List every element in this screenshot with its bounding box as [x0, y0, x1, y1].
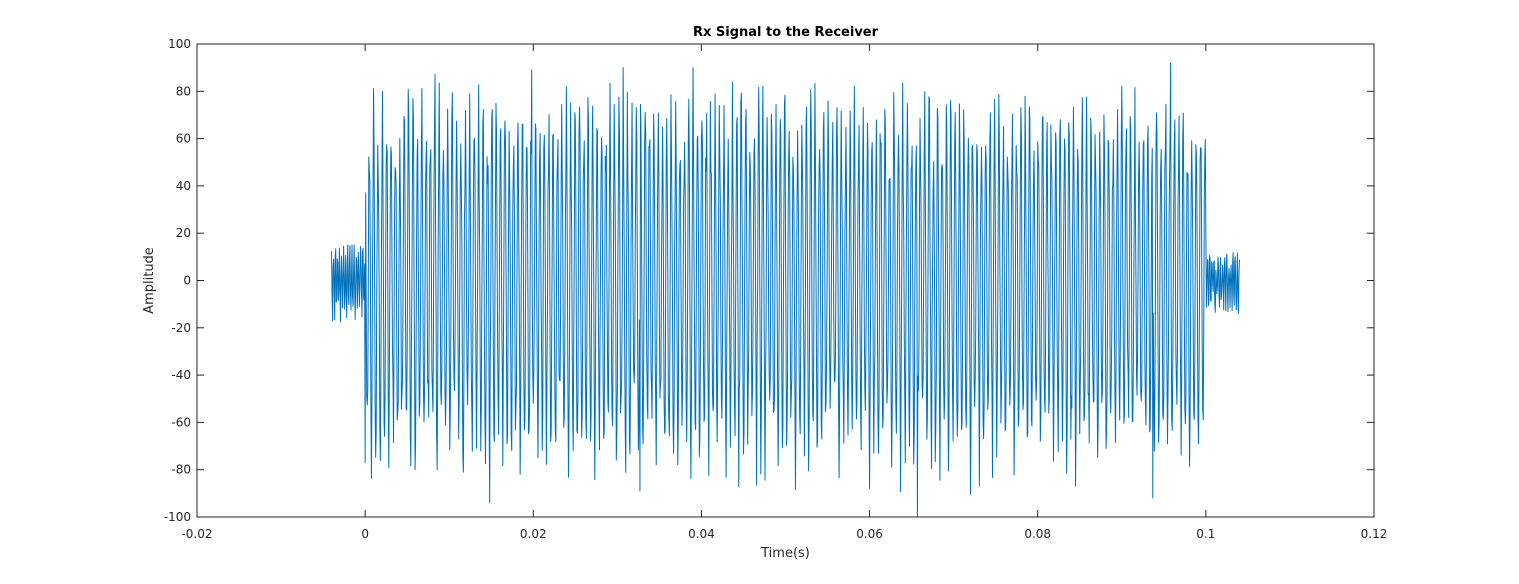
y-tick-label: -20: [171, 321, 191, 335]
y-tick-label: 40: [176, 179, 191, 193]
signal-layer: [331, 62, 1240, 518]
y-tick-label: -100: [164, 510, 191, 524]
x-axis-label: Time(s): [760, 546, 810, 561]
y-tick-label: 0: [183, 274, 191, 288]
x-tick-label: 0.06: [856, 527, 883, 541]
x-tick-label: 0.08: [1024, 527, 1051, 541]
x-tick-label: 0: [361, 527, 369, 541]
y-tick-label: -80: [171, 463, 191, 477]
y-tick-label: -60: [171, 415, 191, 429]
y-tick-label: 80: [176, 84, 191, 98]
y-tick-label: 60: [176, 132, 191, 146]
y-tick-label: 100: [168, 37, 191, 51]
chart-title: Rx Signal to the Receiver: [693, 25, 879, 40]
x-tick-label: 0.04: [688, 527, 715, 541]
y-tick-label: -40: [171, 368, 191, 382]
x-tick-label: -0.02: [181, 527, 212, 541]
x-tick-label: 0.02: [520, 527, 547, 541]
x-tick-label: 0.1: [1196, 527, 1215, 541]
axes-layer: -0.02 0 0.02 0.04 0.06 0.08 0.1 0.12 100 80 60 40 20…: [164, 37, 1388, 541]
y-axis-label: Amplitude: [142, 247, 157, 314]
x-tick-label: 0.12: [1361, 527, 1388, 541]
y-tick-label: 20: [176, 226, 191, 240]
signal-line: [331, 62, 1240, 518]
